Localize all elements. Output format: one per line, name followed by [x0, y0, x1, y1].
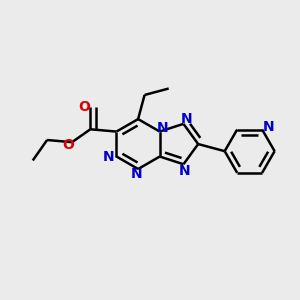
Text: N: N: [131, 167, 142, 182]
Text: N: N: [179, 164, 191, 178]
Text: N: N: [157, 121, 169, 135]
Text: N: N: [181, 112, 193, 125]
Text: N: N: [263, 120, 274, 134]
Text: N: N: [103, 149, 115, 164]
Text: O: O: [78, 100, 90, 114]
Text: O: O: [62, 138, 74, 152]
